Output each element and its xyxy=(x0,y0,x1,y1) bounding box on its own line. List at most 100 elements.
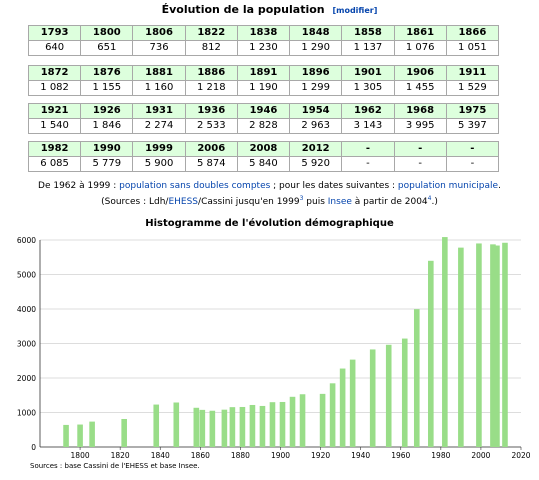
note-text: . xyxy=(498,181,501,191)
population-cell: 1 455 xyxy=(393,80,447,96)
population-cell: 812 xyxy=(184,40,238,56)
year-row: 1921 1926 1931 1936 1946 1954 1962 1968 1975 xyxy=(27,103,500,119)
footnote-ref-3[interactable]: 3 xyxy=(299,195,304,202)
population-cell: 1 230 xyxy=(236,40,291,56)
y-tick-label: 2000 xyxy=(17,374,36,383)
histogram-bar xyxy=(413,309,420,447)
year-cell: 1793 xyxy=(27,25,82,41)
population-cell: 640 xyxy=(27,40,82,56)
histogram-bar xyxy=(239,406,246,447)
population-table: 1793 1800 1806 1822 1838 1848 1858 1861 1866 640 6… xyxy=(27,25,500,56)
year-cell: - xyxy=(393,141,447,157)
year-cell: 1891 xyxy=(236,65,291,81)
year-cell: 1866 xyxy=(445,25,500,41)
x-tick-label: 1880 xyxy=(231,451,250,460)
histogram-bar xyxy=(259,405,266,447)
year-cell: 1848 xyxy=(289,25,343,41)
population-cell: 1 155 xyxy=(80,80,134,96)
population-cell: 5 900 xyxy=(132,156,186,172)
population-cell: - xyxy=(393,156,447,172)
histogram-bar xyxy=(279,401,286,447)
histogram-bar xyxy=(428,260,434,447)
histogram-bar xyxy=(369,349,376,447)
histogram-bar xyxy=(121,418,127,447)
histogram-bar xyxy=(77,424,83,447)
note-text: De 1962 à 1999 : xyxy=(38,181,120,191)
histogram-bar xyxy=(385,344,392,447)
population-histogram: 0 1000 2000 3000 4000 5000 6000 1800 1820 1840 186… xyxy=(17,236,531,460)
population-cell: 1 540 xyxy=(27,118,82,134)
population-cell: 1 190 xyxy=(236,80,291,96)
population-cell: 1 529 xyxy=(445,80,500,96)
histogram-bar xyxy=(249,404,256,447)
year-cell: 1982 xyxy=(27,141,82,157)
histogram-bar xyxy=(229,407,236,447)
histogram-bar xyxy=(289,396,296,447)
population-cell: 736 xyxy=(132,40,186,56)
population-cell: 5 779 xyxy=(80,156,134,172)
population-cell: 5 840 xyxy=(236,156,291,172)
year-cell: 1926 xyxy=(80,103,134,119)
x-tick-label: 1960 xyxy=(391,451,410,460)
year-cell: 1968 xyxy=(393,103,447,119)
y-tick-label: 3000 xyxy=(17,340,36,349)
note-text: puis xyxy=(303,197,328,207)
population-cell: 1 846 xyxy=(80,118,134,134)
year-cell: 1838 xyxy=(236,25,291,41)
year-cell: 1876 xyxy=(80,65,134,81)
histogram-bar xyxy=(63,424,69,447)
population-table: 1982 1990 1999 2006 2008 2012- - -6 085 5 779 5 9… xyxy=(27,141,500,172)
population-cell: 6 085 xyxy=(27,156,82,172)
edit-link[interactable]: [modifier] xyxy=(332,6,378,15)
histogram-bar xyxy=(494,245,500,447)
population-cell: 1 299 xyxy=(289,80,343,96)
population-cell: 3 143 xyxy=(341,118,395,134)
year-cell: 2012 xyxy=(289,141,343,157)
value-row: 6 085 5 779 5 900 5 874 5 840 5 920- - - xyxy=(27,156,500,172)
histogram-bar xyxy=(339,368,346,447)
value-row: 1 082 1 155 1 160 1 218 1 190 1 299 1 305 1 455… xyxy=(27,80,500,96)
histogram-bar xyxy=(502,242,508,447)
y-tick-label: 1000 xyxy=(17,409,36,418)
x-tick-label: 1920 xyxy=(311,451,330,460)
year-cell: 1999 xyxy=(132,141,186,157)
y-tick-label: 4000 xyxy=(17,305,36,314)
x-tick-label: 2020 xyxy=(511,451,530,460)
histogram-bar xyxy=(209,410,216,447)
histogram-bar xyxy=(490,244,496,447)
population-cell: 3 995 xyxy=(393,118,447,134)
histogram-bar xyxy=(173,402,180,447)
histogram-bar xyxy=(476,243,482,447)
link-insee[interactable]: Insee xyxy=(327,197,352,207)
histogram-bar xyxy=(269,402,276,447)
link-population-municipale[interactable]: population municipale xyxy=(397,181,499,191)
x-tick-label: 1940 xyxy=(351,451,370,460)
year-cell: 1861 xyxy=(393,25,447,41)
population-cell: - xyxy=(341,156,395,172)
population-cell: 5 920 xyxy=(289,156,343,172)
year-cell: 1975 xyxy=(445,103,500,119)
year-cell: 1911 xyxy=(445,65,500,81)
year-cell: 1896 xyxy=(289,65,343,81)
population-cell: 2 963 xyxy=(289,118,343,134)
year-cell: 1906 xyxy=(393,65,447,81)
year-cell: 1962 xyxy=(341,103,395,119)
year-cell: 1936 xyxy=(184,103,238,119)
year-cell: 1886 xyxy=(184,65,238,81)
year-cell: 1872 xyxy=(27,65,82,81)
histogram-bar xyxy=(153,404,160,447)
x-tick-label: 1900 xyxy=(271,451,290,460)
link-sans-doubles-comptes[interactable]: population sans doubles comptes xyxy=(119,181,271,191)
year-cell: 1806 xyxy=(132,25,186,41)
note-line-1: De 1962 à 1999 : population sans doubles… xyxy=(0,181,539,191)
year-cell: 1954 xyxy=(289,103,343,119)
year-row: 1793 1800 1806 1822 1838 1848 1858 1861 1866 xyxy=(27,25,500,41)
note-text: ; pour les dates suivantes : xyxy=(270,181,398,191)
year-cell: 1901 xyxy=(341,65,395,81)
population-cell: 2 274 xyxy=(132,118,186,134)
population-table: 1872 1876 1881 1886 1891 1896 1901 1906 1911 1 08… xyxy=(27,65,500,96)
x-tick-label: 1820 xyxy=(111,451,130,460)
link-ehess[interactable]: EHESS xyxy=(168,197,199,207)
histogram-bar xyxy=(193,407,200,447)
footnote-ref-4[interactable]: 4 xyxy=(427,195,432,202)
